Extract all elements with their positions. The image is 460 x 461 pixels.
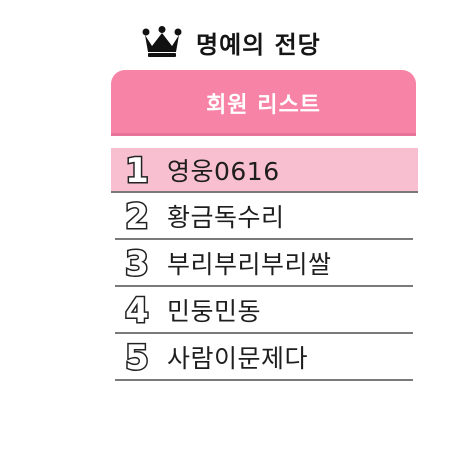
rank-number-5: 5: [125, 339, 149, 375]
rank-number-2: 2: [125, 198, 149, 234]
list-item-rank-5[interactable]: 5 사람이문제다: [115, 334, 413, 381]
list-item-rank-4[interactable]: 4 민둥민동: [115, 287, 413, 334]
list-item-rank-3[interactable]: 3 부리부리부리쌀: [115, 240, 413, 287]
member-name: 영웅0616: [167, 156, 280, 186]
rank-number-1: 1: [125, 152, 149, 188]
rank-number-4: 4: [125, 292, 149, 328]
member-list: 1 영웅0616 2 황금독수리 3 부리부리부리쌀: [111, 148, 418, 381]
page-title: 명예의 전당: [142, 22, 321, 62]
list-item-rank-1[interactable]: 1 영웅0616: [111, 148, 418, 193]
rank-badge-1: 1: [117, 150, 157, 190]
hall-of-fame-title: 명예의 전당: [196, 30, 321, 59]
rank-badge-5: 5: [117, 337, 157, 377]
crown-icon: [142, 26, 182, 57]
rank-badge-2: 2: [117, 196, 157, 236]
member-name: 황금독수리: [167, 202, 285, 232]
rank-badge-4: 4: [117, 290, 157, 330]
member-name: 부리부리부리쌀: [167, 249, 332, 279]
rank-number-3: 3: [125, 245, 149, 281]
member-name: 사람이문제다: [167, 343, 309, 373]
rank-badge-3: 3: [117, 243, 157, 283]
member-list-panel: 회원 리스트 1 영웅0616 2 황금독수리 3 부: [111, 70, 418, 381]
member-list-header: 회원 리스트: [111, 70, 416, 136]
list-item-rank-2[interactable]: 2 황금독수리: [115, 193, 413, 240]
member-name: 민둥민동: [167, 296, 262, 326]
